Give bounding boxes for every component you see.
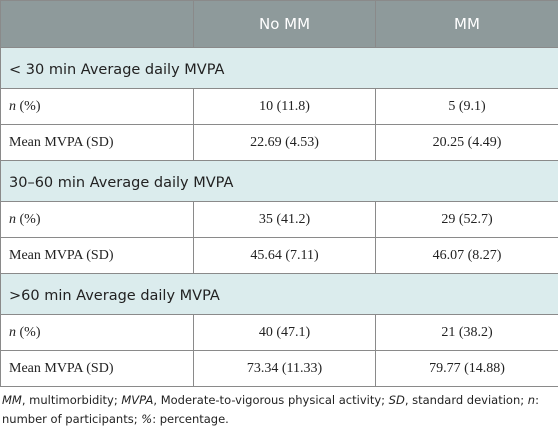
label-text: (%) [19, 211, 41, 227]
data-row: Mean MVPA (SD) 22.69 (4.53) 20.25 (4.49) [0, 124, 558, 161]
row-label: n (%) [0, 88, 194, 125]
label-text: (%) [19, 324, 41, 340]
value-cell: 45.64 (7.11) [193, 237, 376, 274]
section-title: < 30 min Average daily MVPA [0, 47, 558, 89]
value-cell: 20.25 (4.49) [375, 124, 558, 161]
data-table: No MM MM < 30 min Average daily MVPA n (%… [0, 0, 558, 387]
label-text: (%) [19, 98, 41, 114]
header-cell [0, 0, 194, 48]
header-cell: MM [375, 0, 558, 48]
data-row: Mean MVPA (SD) 73.34 (11.33) 79.77 (14.88) [0, 350, 558, 387]
value-cell: 73.34 (11.33) [193, 350, 376, 387]
data-row: n (%) 35 (41.2) 29 (52.7) [0, 201, 558, 238]
footnote-def: : percentage. [152, 412, 229, 426]
value-cell: 10 (11.8) [193, 88, 376, 125]
footnote-term: MVPA [121, 393, 154, 407]
row-label: Mean MVPA (SD) [0, 124, 194, 161]
footnote-term: % [141, 412, 153, 426]
footnote-def: , multimorbidity; [21, 393, 118, 407]
label-text: n [9, 211, 16, 227]
row-label: n (%) [0, 201, 194, 238]
section-title: 30–60 min Average daily MVPA [0, 160, 558, 202]
label-text: Mean MVPA (SD) [9, 247, 114, 263]
footnote-term: n [527, 393, 536, 407]
value-cell: 21 (38.2) [375, 314, 558, 351]
row-label: Mean MVPA (SD) [0, 237, 194, 274]
section-row: >60 min Average daily MVPA [0, 273, 558, 315]
value-cell: 40 (47.1) [193, 314, 376, 351]
footnote-def: , Moderate-to-vigorous physical activity… [153, 393, 386, 407]
data-row: n (%) 40 (47.1) 21 (38.2) [0, 314, 558, 351]
label-text: n [9, 98, 16, 114]
table-body: No MM MM < 30 min Average daily MVPA n (%… [0, 0, 558, 387]
row-label: Mean MVPA (SD) [0, 350, 194, 387]
value-cell: 46.07 (8.27) [375, 237, 558, 274]
header-cell: No MM [193, 0, 376, 48]
footnote: MM, multimorbidity; MVPA, Moderate-to-vi… [0, 387, 558, 429]
label-text: n [9, 324, 16, 340]
data-row: n (%) 10 (11.8) 5 (9.1) [0, 88, 558, 125]
footnote-def: , standard deviation; [404, 393, 525, 407]
value-cell: 22.69 (4.53) [193, 124, 376, 161]
value-cell: 35 (41.2) [193, 201, 376, 238]
header-row: No MM MM [0, 0, 558, 48]
footnote-term: SD [388, 393, 405, 407]
section-row: < 30 min Average daily MVPA [0, 47, 558, 89]
label-text: Mean MVPA (SD) [9, 134, 114, 150]
value-cell: 79.77 (14.88) [375, 350, 558, 387]
footnote-def: : number of participants; [2, 393, 539, 426]
footnote-term: MM [2, 393, 22, 407]
label-text: Mean MVPA (SD) [9, 360, 114, 376]
section-row: 30–60 min Average daily MVPA [0, 160, 558, 202]
data-row: Mean MVPA (SD) 45.64 (7.11) 46.07 (8.27) [0, 237, 558, 274]
value-cell: 29 (52.7) [375, 201, 558, 238]
section-title: >60 min Average daily MVPA [0, 273, 558, 315]
row-label: n (%) [0, 314, 194, 351]
value-cell: 5 (9.1) [375, 88, 558, 125]
